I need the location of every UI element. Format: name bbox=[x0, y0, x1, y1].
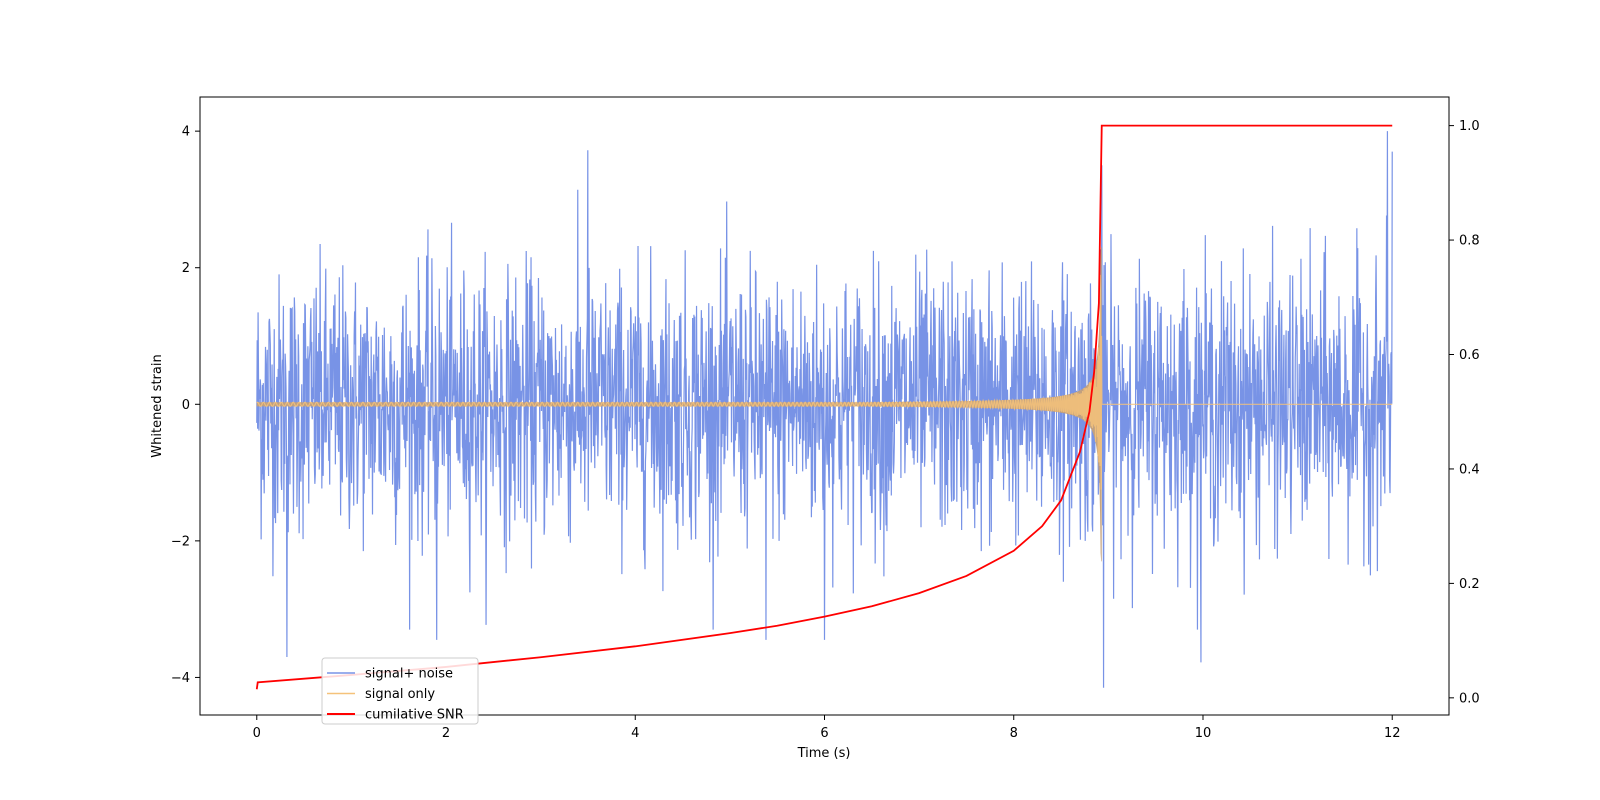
x-tick-label: 8 bbox=[1010, 726, 1018, 741]
x-tick-label: 6 bbox=[820, 726, 828, 741]
series-signal-only-envelope bbox=[256, 247, 1102, 562]
legend-label: signal+ noise bbox=[365, 667, 453, 682]
series-signal-plus-noise-line bbox=[256, 131, 1393, 688]
y2-tick-label: 0.6 bbox=[1459, 348, 1480, 363]
y2-tick-label: 0.2 bbox=[1459, 577, 1480, 592]
y2-tick-label: 0.8 bbox=[1459, 234, 1480, 249]
legend-label: cumilative SNR bbox=[365, 708, 464, 723]
y2-tick-label: 0.4 bbox=[1459, 462, 1480, 477]
y-tick-label: 0 bbox=[182, 398, 190, 413]
y-tick-label: 4 bbox=[182, 125, 190, 140]
x-tick-label: 2 bbox=[442, 726, 450, 741]
y2-tick-label: 0.0 bbox=[1459, 691, 1480, 706]
y-tick-label: −2 bbox=[171, 534, 190, 549]
x-tick-label: 10 bbox=[1195, 726, 1212, 741]
x-tick-label: 4 bbox=[631, 726, 639, 741]
legend-box bbox=[321, 657, 479, 725]
y-tick-label: −4 bbox=[171, 671, 190, 686]
y-tick-label: 2 bbox=[182, 261, 190, 276]
y2-tick-label: 1.0 bbox=[1459, 119, 1480, 134]
x-tick-label: 12 bbox=[1384, 726, 1401, 741]
legend-label: signal only bbox=[365, 687, 435, 702]
series-signal-only-line bbox=[256, 274, 1393, 490]
series-cumulative-snr-line bbox=[255, 124, 1393, 690]
x-tick-label: 0 bbox=[253, 726, 261, 741]
x-axis-label: Time (s) bbox=[797, 746, 851, 761]
y-axis-label: Whitened strain bbox=[150, 354, 165, 457]
legend: signal+ noise signal only cumilative SNR bbox=[321, 657, 479, 725]
